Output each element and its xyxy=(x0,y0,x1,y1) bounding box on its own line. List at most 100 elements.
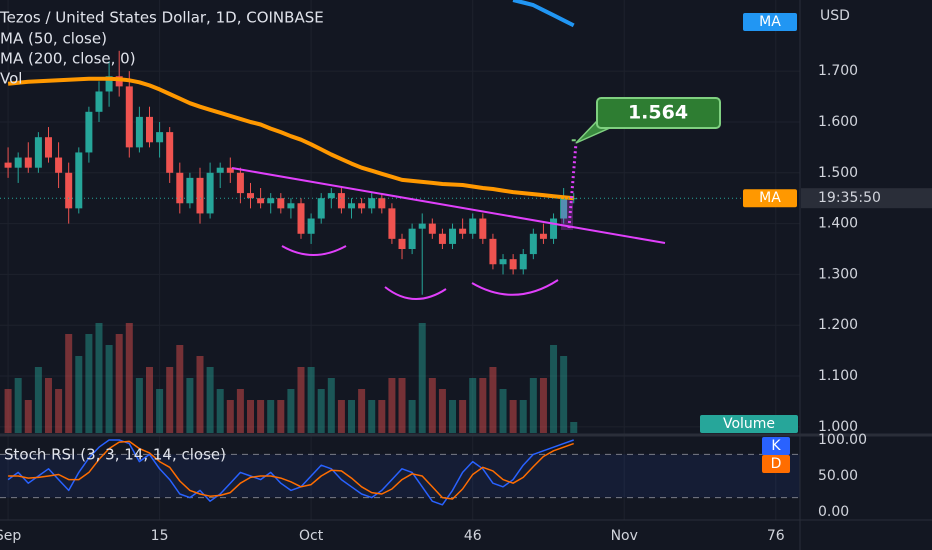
volume-bar xyxy=(529,378,537,433)
volume-bar xyxy=(499,389,507,433)
candle-body xyxy=(348,203,356,209)
candle-body xyxy=(368,198,376,209)
candle-body xyxy=(247,193,255,199)
candle-body xyxy=(206,172,214,214)
legend-volume: Vol xyxy=(0,70,22,88)
projection-line xyxy=(567,142,578,229)
ma200-tag-box xyxy=(743,13,797,31)
candle-body xyxy=(166,132,174,173)
volume-bar xyxy=(14,378,22,433)
candle-body xyxy=(449,228,457,244)
stoch-title: Stoch RSI (3, 3, 14, 14, close) xyxy=(4,446,226,464)
x-tick-label: Nov xyxy=(611,528,638,544)
shoulder-curve xyxy=(471,279,559,296)
candle-body xyxy=(398,238,406,250)
target-label: 1.564 xyxy=(628,102,688,124)
volume-bar xyxy=(438,389,446,433)
volume-bar xyxy=(4,389,12,433)
volume-bar xyxy=(257,400,265,433)
candle-body xyxy=(297,203,305,234)
volume-bar xyxy=(135,378,143,433)
stoch-layer xyxy=(0,439,800,506)
candle-body xyxy=(388,208,396,239)
candle-body xyxy=(257,198,265,204)
y-tick-label: 1.000 xyxy=(818,419,858,435)
candle-body xyxy=(105,76,113,92)
trend-line xyxy=(231,167,666,244)
x-tick-label: Oct xyxy=(299,528,324,544)
volume-bar xyxy=(550,345,558,433)
candle-body xyxy=(337,193,345,209)
candle-body xyxy=(438,233,446,244)
volume-bar xyxy=(196,356,204,433)
volume-bar xyxy=(449,400,457,433)
candle-body xyxy=(469,218,477,234)
candle-body xyxy=(24,157,32,168)
volume-bar xyxy=(44,378,52,433)
volume-bar xyxy=(206,367,214,433)
price-layer xyxy=(0,0,800,295)
volume-bar xyxy=(95,323,103,433)
volume-bar xyxy=(34,367,42,433)
volume-bar xyxy=(156,389,164,433)
y-tick-label: 1.400 xyxy=(818,216,858,232)
volume-bar xyxy=(469,378,477,433)
k-tag: K xyxy=(771,438,781,454)
candle-body xyxy=(34,137,42,168)
volume-bar xyxy=(459,400,467,433)
candle-body xyxy=(560,198,568,219)
ma50-tag-box xyxy=(743,189,797,208)
volume-bar xyxy=(509,400,517,433)
volume-bar xyxy=(75,356,83,433)
candle-body xyxy=(95,91,103,112)
candle-body xyxy=(176,172,184,204)
candle-body xyxy=(125,86,133,148)
candle-body xyxy=(226,167,234,173)
volume-layer xyxy=(4,323,578,433)
volume-bar xyxy=(317,389,325,433)
volume-bar xyxy=(368,400,376,433)
candle-body xyxy=(85,111,93,153)
currency-label: USD xyxy=(820,8,850,24)
volume-bar xyxy=(105,345,113,433)
y-tick-label: 1.200 xyxy=(818,317,858,333)
volume-bar xyxy=(378,400,386,433)
legend-title: Tezos / United States Dollar, 1D, COINBA… xyxy=(0,9,324,27)
candle-body xyxy=(499,259,507,265)
volume-bar xyxy=(297,367,305,433)
volume-bar xyxy=(348,400,356,433)
candle-body xyxy=(327,193,335,199)
volume-bar xyxy=(388,378,396,433)
ma50-tag: MA xyxy=(759,190,781,206)
legend: Tezos / United States Dollar, 1D, COINBA… xyxy=(0,9,324,464)
candle-body xyxy=(287,203,295,209)
y-tick-label: 1.500 xyxy=(818,165,858,181)
volume-bar xyxy=(236,389,244,433)
candle-body xyxy=(44,137,52,158)
head-curve xyxy=(384,286,447,300)
volume-bar xyxy=(489,367,497,433)
volume-bar xyxy=(166,367,174,433)
x-tick-label: Sep xyxy=(0,528,21,544)
stoch-tick-label: 50.00 xyxy=(818,468,858,484)
volume-bar xyxy=(287,389,295,433)
stoch-tick-label: 100.00 xyxy=(818,432,867,448)
volume-bar xyxy=(247,400,255,433)
volume-bar xyxy=(125,323,133,433)
candle-body xyxy=(75,152,83,209)
candle-body xyxy=(519,254,527,270)
drawings xyxy=(231,142,666,300)
d-tag-box xyxy=(762,455,790,473)
x-tick-label: 15 xyxy=(151,528,169,544)
ma-line xyxy=(512,0,575,28)
candle-body xyxy=(216,167,224,173)
callout-box xyxy=(596,97,721,129)
volume-bar xyxy=(85,334,93,433)
candle-body xyxy=(408,228,416,250)
volume-bar xyxy=(398,378,406,433)
x-tick-label: 46 xyxy=(464,528,482,544)
candle-body xyxy=(479,218,487,239)
volume-bar xyxy=(186,378,194,433)
stoch-d-line xyxy=(8,440,574,500)
